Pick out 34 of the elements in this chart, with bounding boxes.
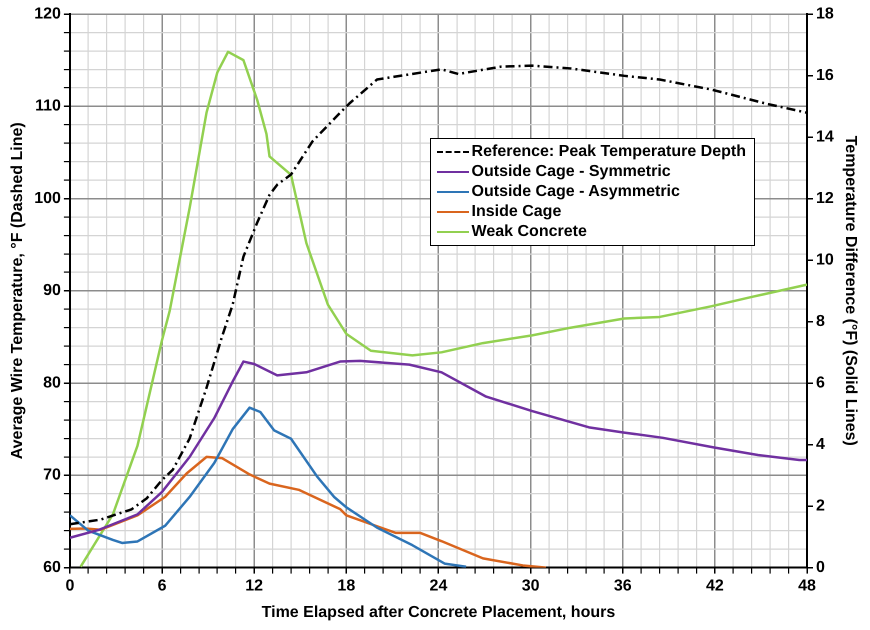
y-tick-label: 120 bbox=[34, 5, 61, 22]
y-tick-label: 70 bbox=[43, 466, 61, 484]
y2-tick-label: 4 bbox=[816, 436, 826, 453]
x-tick-label: 24 bbox=[430, 578, 448, 595]
y2-tick-label: 18 bbox=[816, 5, 834, 22]
x-tick-label: 42 bbox=[706, 578, 724, 595]
legend-label: Outside Cage - Symmetric bbox=[472, 162, 671, 182]
x-axis-title: Time Elapsed after Concrete Placement, hours bbox=[262, 604, 616, 621]
legend-label: Weak Concrete bbox=[472, 222, 587, 242]
legend-label: Inside Cage bbox=[472, 202, 562, 222]
y-tick-label: 110 bbox=[35, 98, 61, 115]
legend-label: Reference: Peak Temperature Depth bbox=[472, 142, 746, 162]
y2-tick-label: 10 bbox=[816, 251, 834, 268]
x-tick-label: 6 bbox=[158, 578, 167, 595]
y2-tick-label: 16 bbox=[816, 66, 834, 84]
y-tick-label: 90 bbox=[43, 282, 61, 300]
y-tick-label: 60 bbox=[43, 559, 61, 576]
y2-axis-title: Temperature Difference (°F) (Solid Lines) bbox=[842, 136, 859, 446]
y2-tick-label: 2 bbox=[816, 497, 826, 514]
y2-tick-label: 0 bbox=[816, 559, 826, 576]
x-tick-label: 48 bbox=[798, 578, 816, 595]
y-axis-title: Average Wire Temperature, °F (Dashed Line) bbox=[9, 122, 26, 460]
y-tick-label: 80 bbox=[43, 374, 61, 392]
x-tick-label: 0 bbox=[65, 578, 74, 595]
y2-tick-label: 8 bbox=[816, 312, 826, 330]
x-tick-label: 30 bbox=[522, 578, 540, 595]
x-tick-label: 12 bbox=[245, 578, 264, 595]
y2-tick-label: 14 bbox=[816, 128, 834, 146]
y2-tick-label: 6 bbox=[816, 374, 826, 392]
legend-label: Outside Cage - Asymmetric bbox=[472, 182, 680, 202]
y2-tick-label: 12 bbox=[816, 190, 834, 207]
y-tick-label: 100 bbox=[34, 190, 61, 207]
x-tick-label: 18 bbox=[337, 578, 356, 595]
x-tick-label: 36 bbox=[614, 578, 632, 595]
